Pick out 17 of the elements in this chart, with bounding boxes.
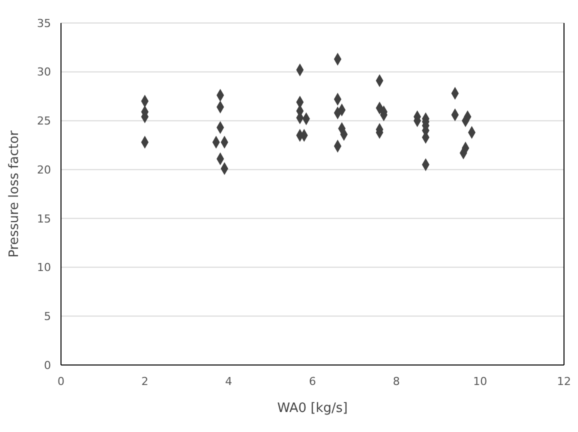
y-tick-label: 25: [37, 114, 51, 128]
x-tick-label: 10: [473, 375, 488, 388]
x-tick-label: 6: [309, 375, 316, 388]
y-tick-label: 5: [44, 310, 51, 323]
x-axis-title: WA0 [kg/s]: [277, 401, 348, 416]
y-tick-label: 35: [37, 16, 51, 30]
x-tick-label: 4: [225, 375, 232, 388]
y-tick-label: 15: [37, 212, 51, 226]
x-tick-label: 12: [557, 375, 571, 388]
y-axis-title: Pressure loss factor: [7, 130, 22, 258]
x-tick-label: 2: [141, 375, 148, 388]
y-tick-label: 20: [37, 163, 51, 176]
x-tick-label: 0: [58, 375, 64, 388]
x-tick-label: 8: [392, 375, 400, 388]
y-tick-label: 0: [44, 358, 51, 372]
y-tick-label: 30: [37, 66, 51, 79]
y-tick-label: 10: [37, 261, 51, 274]
